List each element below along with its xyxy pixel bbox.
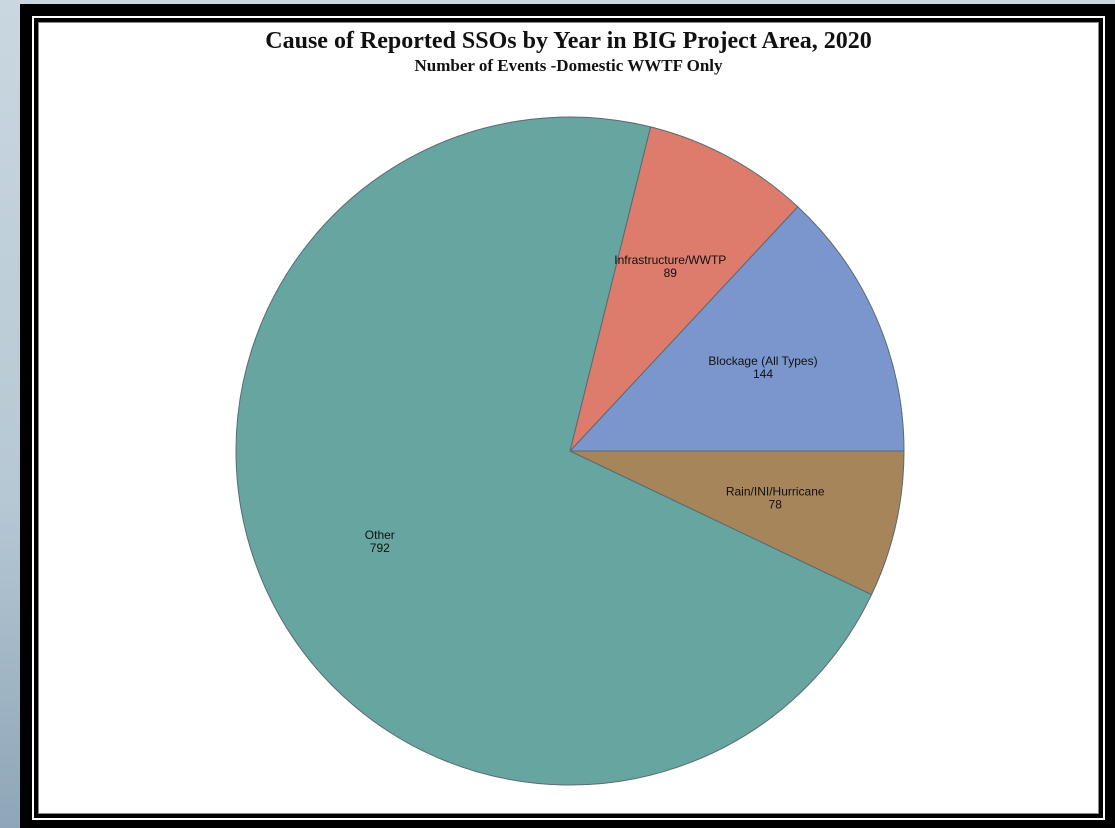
slide-frame-inner-border: Cause of Reported SSOs by Year in BIG Pr… — [32, 16, 1105, 820]
pie-labels: Blockage (All Types)144 Infrastructure/WW… — [365, 253, 825, 555]
pie-slice-rain-ini-hurricane — [569, 450, 905, 596]
chart-title: Cause of Reported SSOs by Year in BIG Pr… — [265, 28, 872, 54]
slice-value-rain-ini-hurricane: 78 — [769, 497, 783, 511]
slice-value-blockage-all-types: 144 — [753, 367, 773, 381]
pie-slices — [235, 116, 905, 786]
slice-value-infrastructure-wwtp: 89 — [664, 266, 678, 280]
slice-label-rain-ini-hurricane: Rain/INI/Hurricane — [726, 484, 825, 498]
pie-chart: Blockage (All Types)144 Infrastructure/WW… — [235, 116, 905, 786]
slice-label-other: Other — [365, 528, 395, 542]
slice-label-blockage-all-types: Blockage (All Types) — [708, 354, 817, 368]
pie-slice-infrastructure-wwtp — [569, 126, 799, 453]
slide-frame: Cause of Reported SSOs by Year in BIG Pr… — [20, 4, 1115, 828]
pie-slice-blockage-all-types — [568, 206, 905, 452]
chart-subtitle: Number of Events -Domestic WWTF Only — [414, 56, 723, 75]
chart-panel: Cause of Reported SSOs by Year in BIG Pr… — [38, 22, 1099, 814]
pie-slice-other — [235, 116, 873, 786]
slice-label-infrastructure-wwtp: Infrastructure/WWTP — [614, 253, 726, 267]
slice-value-other: 792 — [370, 541, 390, 555]
